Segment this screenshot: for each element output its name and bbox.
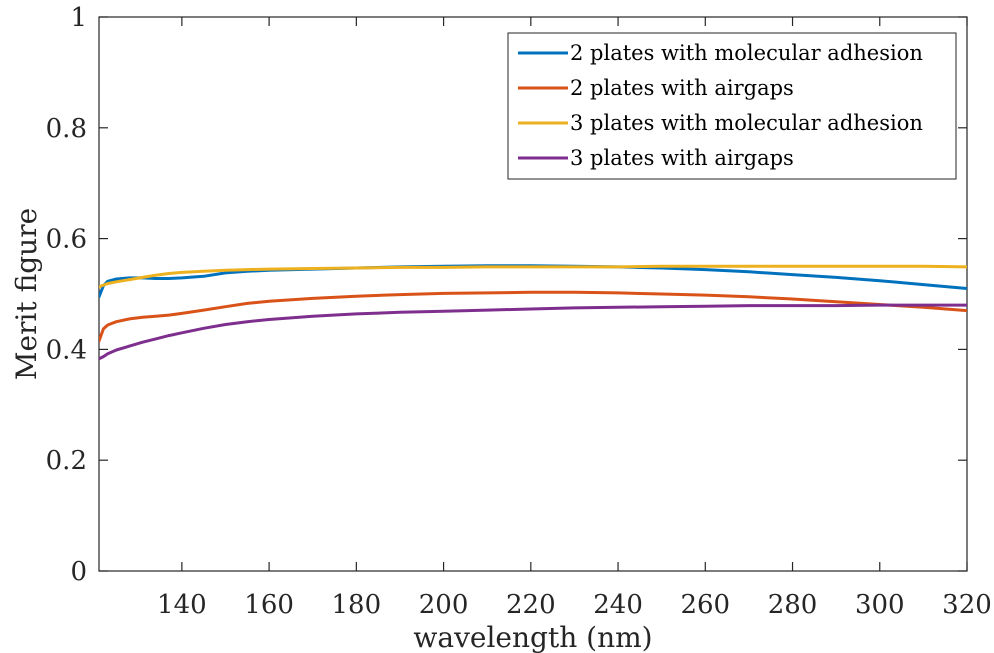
x-tick-label: 140 xyxy=(157,590,207,620)
x-tick-label: 160 xyxy=(244,590,294,620)
axis-tick-labels: 140 160 180 200 220 240 260 280 300 320 0 0.2 0.4 0.6… xyxy=(46,3,992,620)
y-tick-label: 0 xyxy=(70,557,87,587)
x-tick-label: 260 xyxy=(680,590,730,620)
axis-ticks xyxy=(99,16,968,572)
x-tick-label: 220 xyxy=(506,590,556,620)
legend-label: 3 plates with molecular adhesion xyxy=(570,111,923,135)
x-tick-label: 240 xyxy=(593,590,643,620)
series-line-3 xyxy=(99,264,967,289)
x-tick-label: 320 xyxy=(942,590,992,620)
series-group xyxy=(99,264,967,361)
x-tick-label: 300 xyxy=(855,590,905,620)
y-tick-label: 1 xyxy=(70,3,87,33)
y-axis-title: Merit figure xyxy=(10,208,43,380)
x-axis-title: wavelength (nm) xyxy=(413,621,652,653)
series-line-2 xyxy=(99,290,967,343)
legend-box xyxy=(507,32,957,180)
y-tick-label: 0.2 xyxy=(46,446,87,476)
x-tick-label: 180 xyxy=(332,590,382,620)
y-tick-label: 0.8 xyxy=(46,114,87,144)
legend-label: 2 plates with airgaps xyxy=(570,76,794,100)
x-tick-label: 280 xyxy=(768,590,818,620)
series-line-4 xyxy=(99,303,967,361)
y-tick-label: 0.6 xyxy=(46,225,87,255)
legend-label: 3 plates with airgaps xyxy=(570,146,794,170)
legend: 2 plates with molecular adhesion 2 plates… xyxy=(507,32,957,180)
y-tick-label: 0.4 xyxy=(46,335,87,365)
legend-label: 2 plates with molecular adhesion xyxy=(570,41,923,65)
x-tick-label: 200 xyxy=(419,590,469,620)
